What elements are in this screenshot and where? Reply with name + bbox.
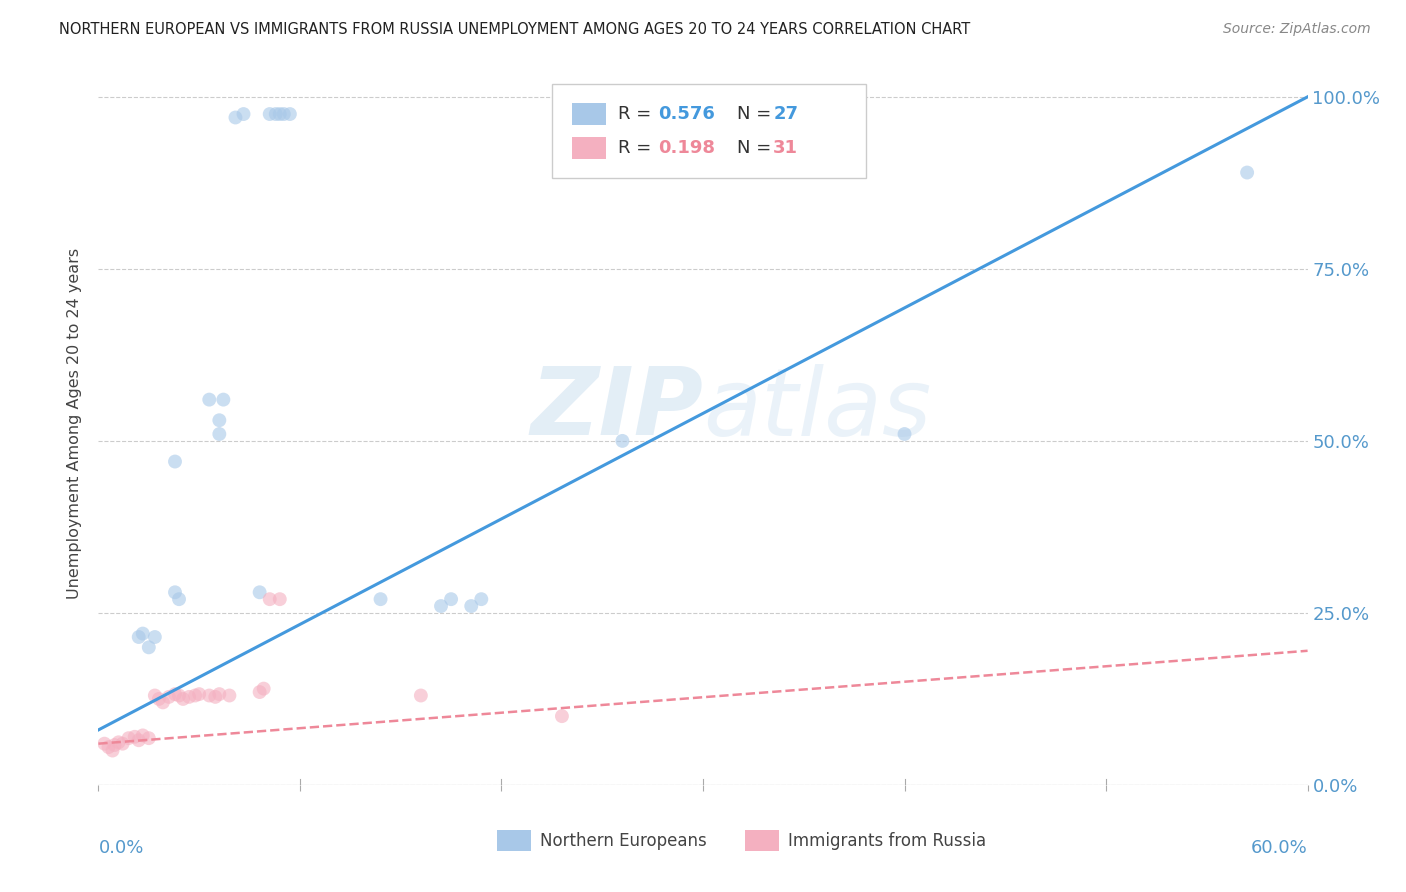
Text: 0.0%: 0.0% xyxy=(98,839,143,857)
Point xyxy=(138,640,160,655)
Point xyxy=(157,690,180,704)
Point xyxy=(409,689,432,703)
Point xyxy=(273,107,295,121)
Text: Northern Europeans: Northern Europeans xyxy=(540,832,706,850)
Point xyxy=(93,737,115,751)
Point xyxy=(97,740,120,755)
Point xyxy=(101,743,124,757)
Point xyxy=(163,585,186,599)
Point xyxy=(212,392,235,407)
Point xyxy=(184,689,207,703)
FancyBboxPatch shape xyxy=(551,84,866,178)
Text: 27: 27 xyxy=(773,104,799,123)
Point xyxy=(253,681,276,696)
Point xyxy=(612,434,634,448)
Point xyxy=(269,107,291,121)
Point xyxy=(143,630,166,644)
Point xyxy=(430,599,453,613)
Y-axis label: Unemployment Among Ages 20 to 24 years: Unemployment Among Ages 20 to 24 years xyxy=(67,248,83,599)
Point xyxy=(249,585,271,599)
Point xyxy=(198,689,221,703)
FancyBboxPatch shape xyxy=(745,830,779,852)
Point xyxy=(172,692,194,706)
Text: R =: R = xyxy=(619,138,658,157)
Point xyxy=(163,454,186,468)
Text: NORTHERN EUROPEAN VS IMMIGRANTS FROM RUSSIA UNEMPLOYMENT AMONG AGES 20 TO 24 YEA: NORTHERN EUROPEAN VS IMMIGRANTS FROM RUS… xyxy=(59,22,970,37)
Point xyxy=(204,690,226,704)
Text: ZIP: ZIP xyxy=(530,363,703,455)
Text: atlas: atlas xyxy=(703,364,931,455)
Text: 0.576: 0.576 xyxy=(658,104,716,123)
Point xyxy=(224,111,246,125)
Point xyxy=(111,737,134,751)
Text: 60.0%: 60.0% xyxy=(1251,839,1308,857)
Point xyxy=(124,730,146,744)
Point xyxy=(167,689,190,703)
Text: 0.198: 0.198 xyxy=(658,138,716,157)
Point xyxy=(232,107,254,121)
Text: N =: N = xyxy=(737,104,778,123)
Point xyxy=(259,592,281,607)
Point xyxy=(460,599,482,613)
Point xyxy=(551,709,574,723)
Point xyxy=(188,687,211,701)
Point xyxy=(138,731,160,746)
Point xyxy=(370,592,392,607)
Point xyxy=(143,689,166,703)
Point xyxy=(152,695,174,709)
Point xyxy=(179,690,201,704)
Point xyxy=(198,392,221,407)
Point xyxy=(128,630,150,644)
Point xyxy=(470,592,492,607)
Text: 31: 31 xyxy=(773,138,799,157)
Text: Source: ZipAtlas.com: Source: ZipAtlas.com xyxy=(1223,22,1371,37)
Point xyxy=(269,592,291,607)
Point xyxy=(163,687,186,701)
Point xyxy=(440,592,463,607)
FancyBboxPatch shape xyxy=(572,136,606,159)
Point xyxy=(208,413,231,427)
Point xyxy=(128,733,150,747)
FancyBboxPatch shape xyxy=(572,103,606,125)
Point xyxy=(264,107,287,121)
Point xyxy=(118,731,141,746)
Text: R =: R = xyxy=(619,104,658,123)
Point xyxy=(148,692,170,706)
Text: N =: N = xyxy=(737,138,778,157)
Point xyxy=(1236,165,1258,179)
Point xyxy=(208,427,231,442)
Point xyxy=(107,735,129,749)
Point xyxy=(167,592,190,607)
Point xyxy=(259,107,281,121)
Point xyxy=(218,689,240,703)
Text: Immigrants from Russia: Immigrants from Russia xyxy=(787,832,986,850)
Point xyxy=(103,738,125,752)
FancyBboxPatch shape xyxy=(498,830,531,852)
Point xyxy=(208,687,231,701)
Point xyxy=(132,626,155,640)
Point xyxy=(132,728,155,742)
Point xyxy=(278,107,301,121)
Point xyxy=(893,427,915,442)
Point xyxy=(249,685,271,699)
